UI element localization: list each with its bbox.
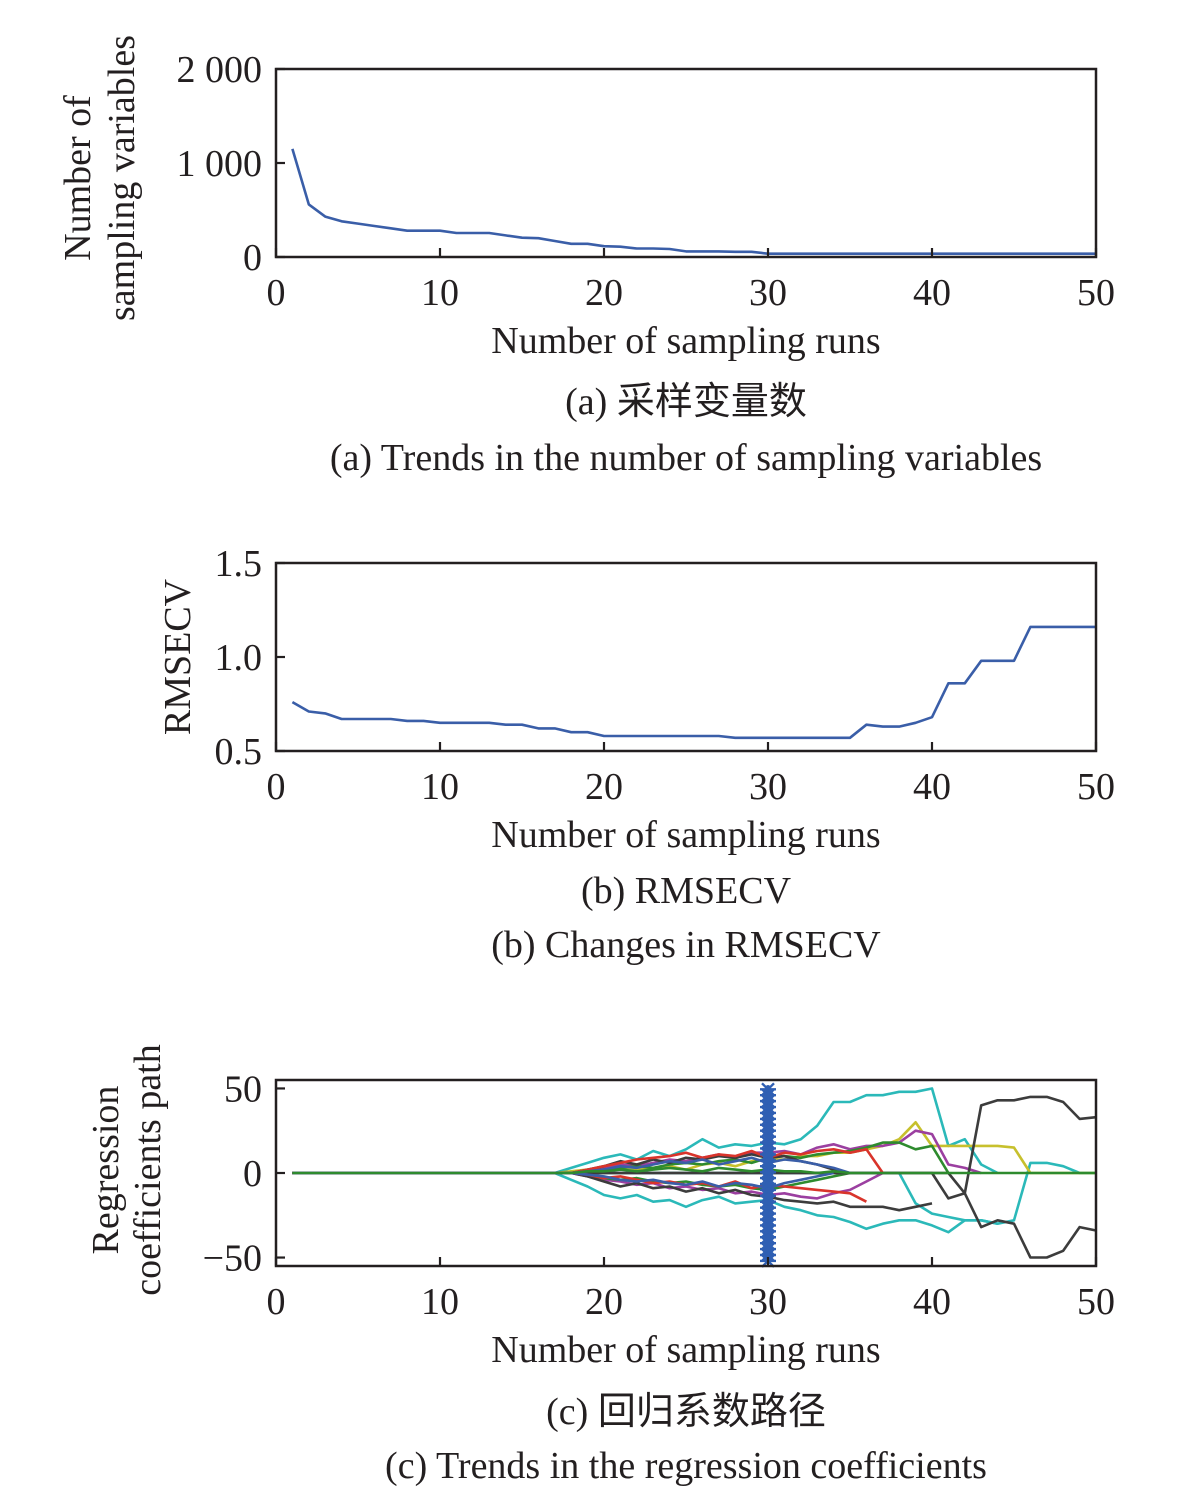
x-tick-label: 30: [749, 272, 787, 314]
caption-en: (c) Trends in the regression coefficient…: [385, 1445, 987, 1487]
series-line-9: [292, 1095, 1097, 1200]
x-tick-label: 40: [913, 766, 951, 808]
caption-cn: (a) 采样变量数: [565, 381, 807, 423]
x-tick-label: 50: [1077, 1281, 1115, 1323]
x-axis-label: Number of sampling runs: [491, 1329, 880, 1371]
caption-cn: (c) 回归系数路径: [546, 1391, 826, 1433]
y-tick-label: 1.5: [215, 543, 263, 585]
caption-cn: (b) RMSECV: [581, 870, 792, 912]
x-tick-label: 30: [749, 1281, 787, 1323]
x-tick-label: 20: [585, 1281, 623, 1323]
series-line-15: [292, 1156, 851, 1175]
series-line-4: [292, 1121, 1096, 1175]
x-tick-label: 10: [421, 1281, 459, 1323]
x-tick-label: 50: [1077, 272, 1115, 314]
series-line-7: [292, 1141, 950, 1175]
axes-frame: [274, 561, 1098, 753]
y-axis-label: Regression coefficients path: [85, 1044, 169, 1295]
x-tick-label: 20: [585, 272, 623, 314]
y-axis-label-line-1: RMSECV: [157, 578, 199, 735]
y-tick-label: 2 000: [177, 49, 263, 91]
y-axis-label-line-2: sampling variables: [101, 35, 143, 321]
plot-area: 0 10 20 30 40 50 0 1 000 2 000: [177, 49, 1116, 314]
x-tick-label: 50: [1077, 766, 1115, 808]
series-line-1: [291, 148, 1096, 255]
y-tick-label: 1 000: [177, 143, 263, 185]
x-tick-label: 20: [585, 766, 623, 808]
x-tick-label: 0: [267, 1281, 286, 1323]
x-tick-label: 0: [267, 766, 286, 808]
series-line-13: [292, 1148, 884, 1175]
x-tick-label: 10: [421, 272, 459, 314]
x-tick-label: 30: [749, 766, 787, 808]
y-axis-label-line-1: Number of: [57, 95, 99, 261]
x-axis-label: Number of sampling runs: [491, 814, 880, 856]
x-tick-label: 0: [267, 272, 286, 314]
series-line-6: [292, 1171, 884, 1200]
caption-en: (a) Trends in the number of sampling var…: [330, 437, 1042, 479]
panel-b-rmsecv: 0 10 20 30 40 50 0.5 1.0 1.5 Number of sampling …: [157, 543, 1115, 966]
series-line-11: [292, 1171, 933, 1212]
x-tick-label: 10: [421, 766, 459, 808]
vertical-marker-point: [760, 1082, 776, 1097]
y-tick-label: 0: [243, 1153, 262, 1195]
y-tick-label: −50: [203, 1238, 262, 1280]
plot-area: 0 10 20 30 40 50 0.5 1.0 1.5: [215, 543, 1116, 808]
series-line-17: [292, 1166, 1096, 1175]
series-line-1: [291, 625, 1096, 740]
series-line-14: [292, 1171, 867, 1203]
series-line-16: [292, 1171, 834, 1190]
y-axis-label: RMSECV: [157, 578, 199, 735]
x-tick-label: 40: [913, 272, 951, 314]
panel-a-number-of-sampling-variables: 0 10 20 30 40 50 0 1 000 2 000 Number of samplin…: [57, 35, 1115, 479]
x-axis-label: Number of sampling runs: [491, 320, 880, 362]
vertical-marker: [760, 1082, 776, 1268]
y-tick-label: 0: [243, 237, 262, 279]
y-tick-label: 50: [224, 1068, 262, 1110]
y-tick-label: 0.5: [215, 731, 263, 773]
y-tick-label: 1.0: [215, 637, 263, 679]
series-line-10: [292, 1171, 1097, 1259]
y-axis-label: Number of sampling variables: [57, 35, 143, 321]
x-tick-label: 40: [913, 1281, 951, 1323]
y-axis-label-line-1: Regression: [85, 1086, 127, 1255]
series-line-1: [292, 1087, 999, 1175]
caption-en: (b) Changes in RMSECV: [491, 924, 881, 966]
y-axis-label-line-2: coefficients path: [127, 1044, 169, 1295]
